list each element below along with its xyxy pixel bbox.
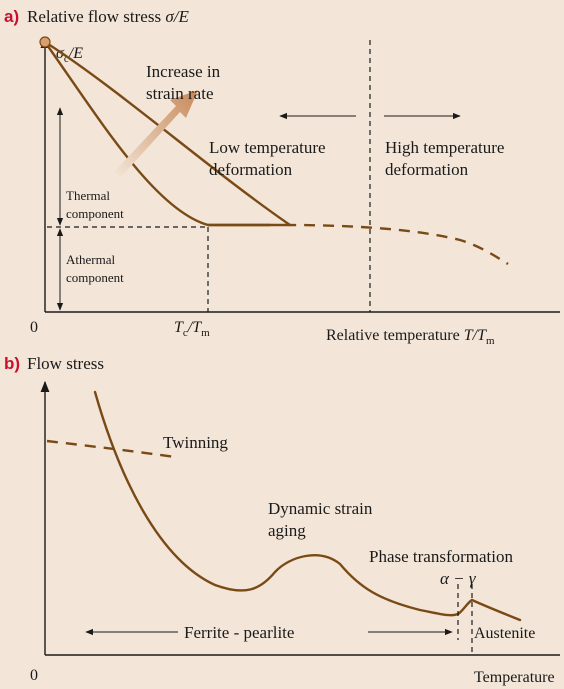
austenite-label: Austenite [474, 625, 535, 642]
panel-b-letter: b) [4, 354, 20, 373]
thermal-label-2: component [66, 206, 124, 221]
panel-a-origin-label: 0 [30, 319, 38, 336]
ferrite-label: Ferrite - pearlite [184, 623, 294, 642]
flow-stress-curve-high-temp [284, 223, 509, 266]
panel-b-origin-label: 0 [30, 667, 38, 684]
panel-b-title: Flow stress [27, 354, 104, 373]
flow-stress-curve-high-rate [43, 40, 292, 227]
high-temp-label-2: deformation [385, 160, 469, 179]
strain-rate-arrow [114, 90, 198, 178]
panel-a-title: Relative flow stress σ/E [27, 7, 189, 26]
low-temp-label-2: deformation [209, 160, 293, 179]
thermal-label-1: Thermal [66, 188, 110, 203]
high-temp-label-1: High temperature [385, 138, 504, 157]
strain-rate-label-1: Increase in [146, 62, 221, 81]
twinning-label: Twinning [163, 433, 228, 452]
panel-b: b) Flow stress Twinning Dynamic strain a… [4, 354, 560, 686]
tc-tm-label: Tc/Tm [174, 319, 210, 339]
athermal-label-2: component [66, 270, 124, 285]
low-temp-label-1: Low temperature [209, 138, 326, 157]
panel-a: a) Relative flow stress σ/E σc/E Thermal… [4, 7, 560, 347]
dsa-label-1: Dynamic strain [268, 499, 373, 518]
phase-label-1: Phase transformation [369, 547, 513, 566]
origin-marker [39, 36, 51, 48]
panel-b-x-label: Temperature [474, 669, 555, 686]
panel-a-letter: a) [4, 7, 19, 26]
flow-stress-curve [93, 390, 522, 622]
strain-rate-label-2: strain rate [146, 84, 214, 103]
panel-a-x-label: Relative temperature T/Tm [326, 327, 495, 347]
dsa-label-2: aging [268, 521, 306, 540]
phase-label-2: α − γ [440, 569, 477, 588]
athermal-label-1: Athermal [66, 252, 115, 267]
